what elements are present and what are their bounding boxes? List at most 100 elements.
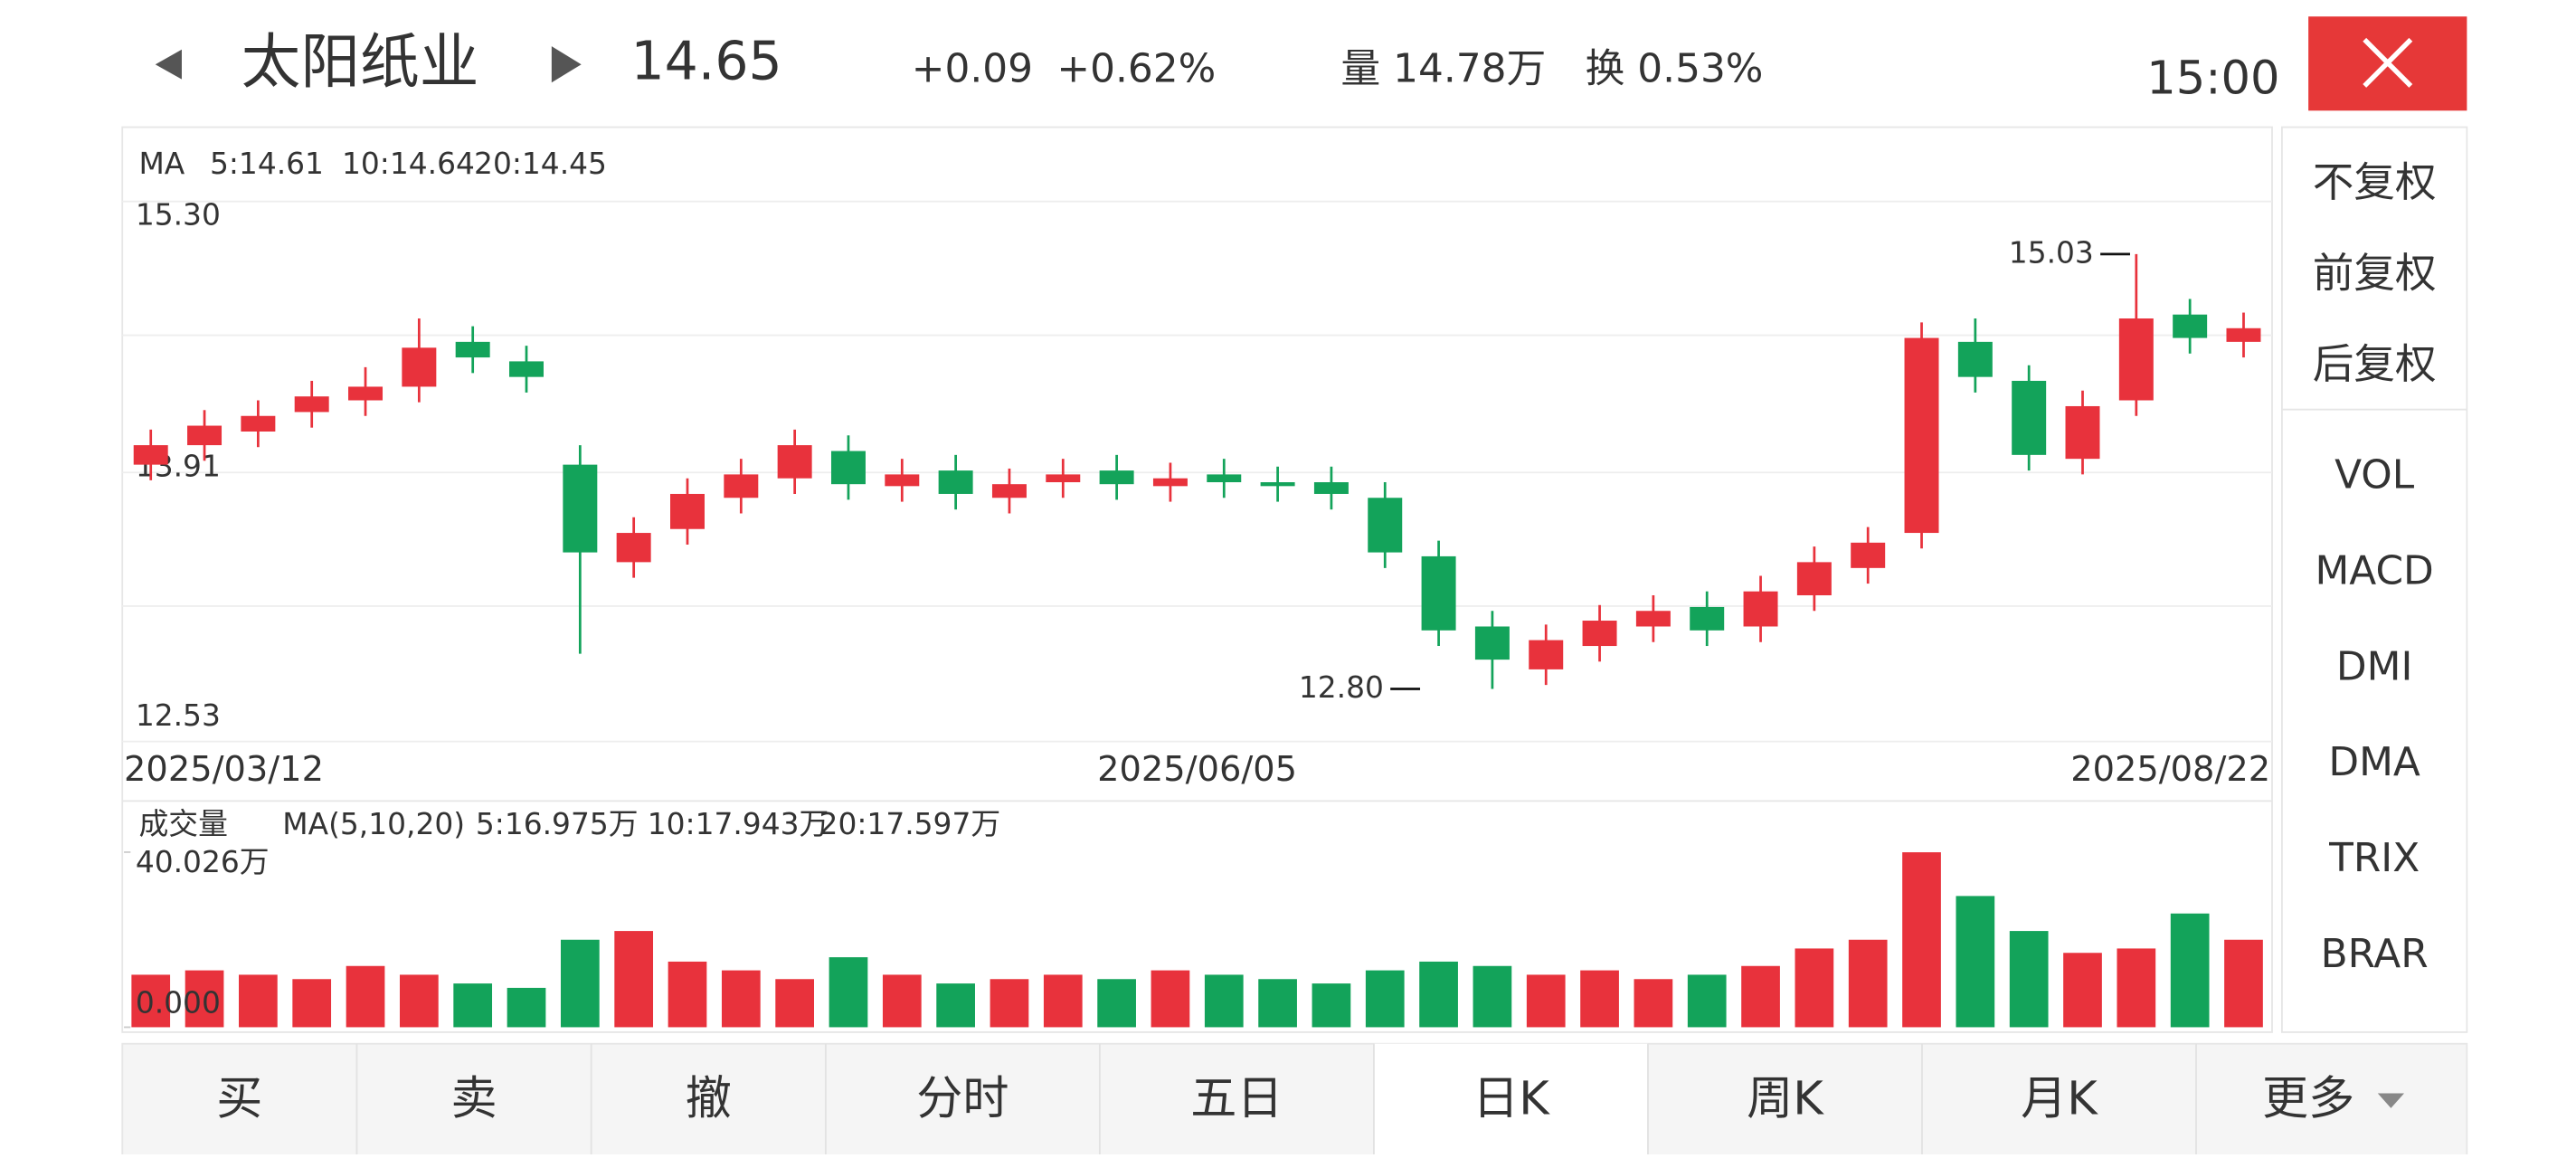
- volume-bar: [507, 987, 546, 1028]
- next-stock[interactable]: [551, 46, 582, 83]
- candle-body: [1904, 337, 1939, 534]
- candle-body: [616, 533, 651, 563]
- tab[interactable]: 分时: [916, 1073, 1009, 1126]
- candle-body: [1099, 470, 1134, 485]
- candle-body: [1582, 621, 1617, 647]
- volume-bar: [1258, 979, 1297, 1028]
- indicator-option[interactable]: MACD: [2316, 547, 2434, 593]
- volume-bar: [668, 961, 707, 1028]
- volume-bar: [346, 965, 385, 1028]
- volume-bar: [2170, 913, 2210, 1028]
- tab[interactable]: 买: [216, 1073, 262, 1126]
- tab-bar: [121, 1042, 2468, 1158]
- candle-body: [294, 396, 329, 413]
- adjust-option[interactable]: 不复权: [2313, 158, 2437, 206]
- dropdown-icon: [2377, 1093, 2405, 1108]
- tab[interactable]: 更多: [2262, 1073, 2354, 1126]
- volume-bar: [399, 974, 439, 1028]
- indicator-option[interactable]: DMA: [2328, 739, 2420, 785]
- adjust-option[interactable]: 后复权: [2313, 340, 2437, 388]
- ma-label: MA: [138, 147, 185, 181]
- adjust-option[interactable]: 前复权: [2313, 249, 2437, 297]
- volume-bar: [1419, 961, 1458, 1028]
- change-pct: +0.62%: [1056, 45, 1216, 91]
- candle-body: [1046, 474, 1081, 483]
- volume-title: 成交量: [138, 807, 228, 841]
- volume-bar: [1312, 983, 1351, 1028]
- volume-bar: [131, 974, 171, 1028]
- indicator-option[interactable]: BRAR: [2321, 931, 2429, 977]
- volume-bar: [882, 974, 922, 1028]
- candle-body: [1957, 341, 1993, 377]
- candle-body: [830, 451, 866, 485]
- volume-bar: [1956, 896, 1995, 1028]
- date-label: 2025/03/12: [124, 749, 324, 790]
- date-label: 2025/06/05: [1097, 749, 1297, 790]
- volume-bar: [614, 931, 654, 1028]
- y-tick-label: 12.53: [136, 698, 221, 733]
- candle-body: [938, 470, 973, 494]
- candle-body: [2173, 314, 2208, 338]
- volume-bar: [775, 979, 815, 1028]
- candle-body: [1743, 591, 1778, 627]
- ma-value: 10:14.64: [342, 147, 475, 181]
- volume-bar: [1097, 979, 1136, 1028]
- candle-body: [187, 425, 223, 446]
- time: 15:00: [2146, 52, 2279, 105]
- volume-bar: [453, 983, 493, 1028]
- stock-name: 太阳纸业: [242, 28, 479, 97]
- volume-bar: [2063, 953, 2102, 1028]
- volume: 量 14.78万: [1340, 45, 1546, 91]
- annotation-label: 12.80: [1299, 670, 1384, 705]
- candle-body: [2118, 318, 2154, 401]
- indicator-option[interactable]: VOL: [2334, 452, 2415, 498]
- volume-bar: [185, 970, 224, 1028]
- candle-body: [1313, 482, 1349, 494]
- volume-bar: [239, 974, 278, 1028]
- volume-bar: [1473, 965, 1512, 1028]
- candle-body: [885, 474, 920, 487]
- volume-bar: [721, 970, 761, 1028]
- volume-bar: [1151, 970, 1190, 1028]
- turnover: 换 0.53%: [1586, 45, 1764, 91]
- candle-body: [1690, 606, 1725, 631]
- volume-bar: [936, 983, 975, 1028]
- tab[interactable]: 撤: [686, 1073, 732, 1126]
- candle-body: [241, 415, 276, 432]
- candle-body: [133, 445, 168, 465]
- candle-body: [670, 493, 705, 529]
- tab[interactable]: 周K: [1747, 1073, 1824, 1126]
- ma-value: 5:14.61: [210, 147, 324, 181]
- candle-body: [1421, 555, 1456, 631]
- volume-bar: [990, 979, 1029, 1028]
- volume-bar: [2224, 939, 2263, 1028]
- volume-tick-label: 0.000: [136, 985, 221, 1020]
- close-icon: [2363, 37, 2413, 88]
- date-label: 2025/08/22: [2070, 749, 2270, 790]
- candle-body: [1152, 478, 1188, 487]
- volume-bar: [2009, 931, 2049, 1028]
- candle-body: [2226, 327, 2261, 342]
- tab[interactable]: 月K: [2021, 1073, 2098, 1126]
- volume-tick-label: 40.026万: [136, 845, 270, 879]
- candle-body: [563, 464, 598, 553]
- volume-bar: [1043, 974, 1083, 1028]
- tab[interactable]: 日K: [1473, 1073, 1550, 1126]
- volume-bar: [1526, 974, 1566, 1028]
- annotation-label: 15.03: [2009, 235, 2094, 270]
- y-tick-label: 15.30: [136, 198, 221, 233]
- price: 14.65: [630, 30, 781, 91]
- candle-body: [1207, 474, 1242, 483]
- candle-body: [1529, 640, 1564, 669]
- candle-body: [509, 361, 544, 377]
- tab[interactable]: 卖: [450, 1073, 497, 1126]
- ma-value: 20:14.45: [474, 147, 607, 181]
- indicator-option[interactable]: DMI: [2336, 643, 2412, 689]
- tab[interactable]: 五日: [1190, 1073, 1283, 1126]
- volume-bar: [1580, 970, 1619, 1028]
- volume-bar: [829, 957, 868, 1028]
- volume-bar: [292, 979, 332, 1028]
- prev-stock[interactable]: [155, 49, 182, 80]
- indicator-option[interactable]: TRIX: [2328, 835, 2420, 881]
